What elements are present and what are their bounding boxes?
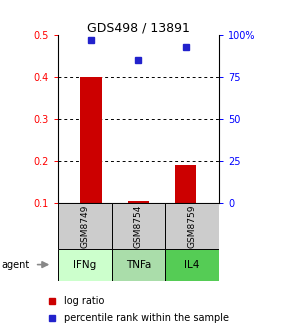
Bar [112, 249, 165, 281]
Text: IFNg: IFNg [73, 260, 97, 269]
Text: log ratio: log ratio [64, 296, 104, 306]
Bar [165, 249, 219, 281]
Text: percentile rank within the sample: percentile rank within the sample [64, 312, 229, 323]
Text: GSM8749: GSM8749 [80, 204, 89, 248]
Bar [58, 203, 112, 249]
Bar [81, 77, 102, 203]
Text: agent: agent [1, 260, 30, 269]
Bar [112, 203, 165, 249]
Text: IL4: IL4 [184, 260, 200, 269]
Title: GDS498 / 13891: GDS498 / 13891 [87, 21, 190, 34]
Bar [58, 249, 112, 281]
Bar [128, 201, 149, 203]
Bar [165, 203, 219, 249]
Text: GSM8754: GSM8754 [134, 204, 143, 248]
Text: GSM8759: GSM8759 [188, 204, 197, 248]
Bar [175, 166, 196, 203]
Text: TNFa: TNFa [126, 260, 151, 269]
